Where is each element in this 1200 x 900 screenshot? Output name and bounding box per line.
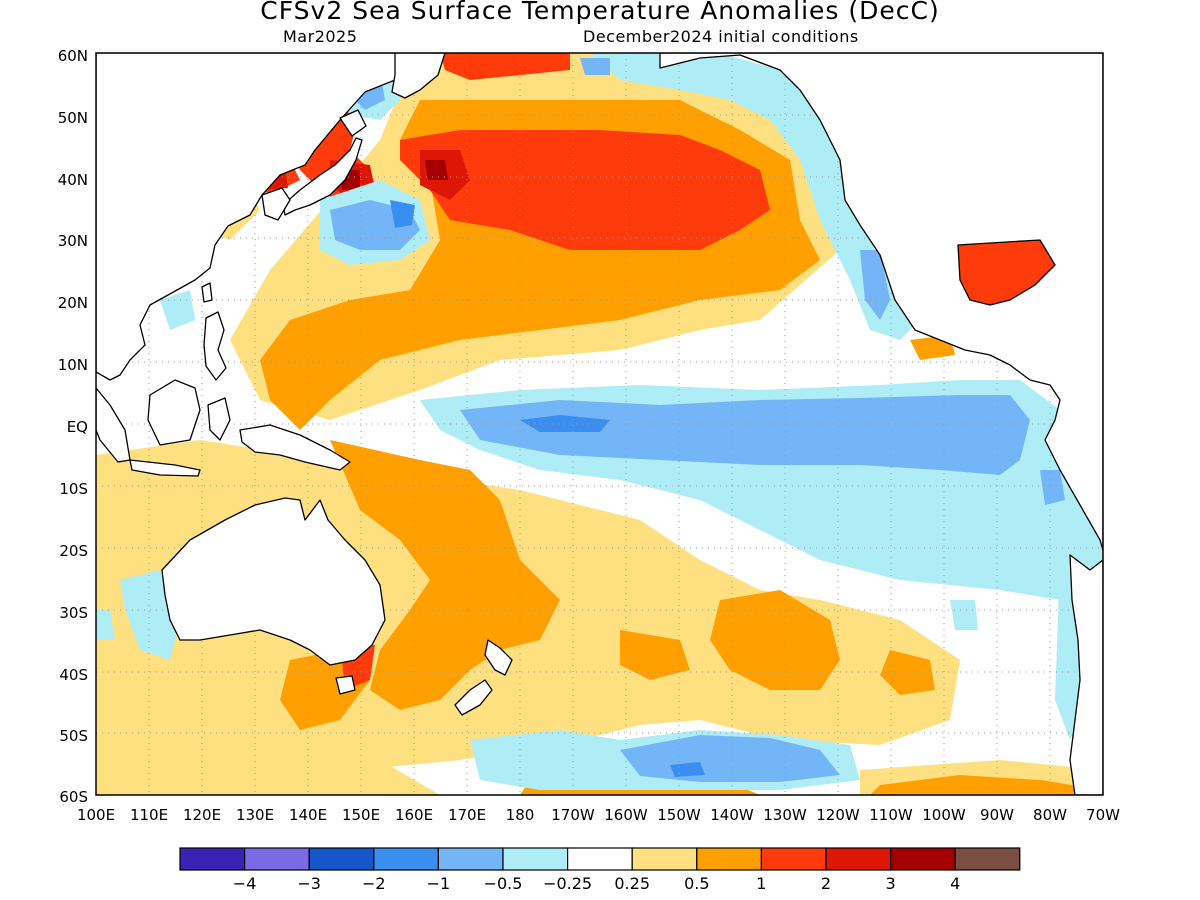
colorbar-tick-label: −1 bbox=[427, 874, 451, 893]
colorbar-swatch bbox=[760, 847, 827, 871]
lon-label: 90W bbox=[980, 806, 1014, 824]
colorbar-tick-label: 0.25 bbox=[614, 874, 650, 893]
australia bbox=[161, 497, 386, 666]
longitude-labels: 100E 110E 120E 130E 140E 150E 160E 170E … bbox=[77, 806, 1120, 824]
colorbar-tick-label: −2 bbox=[362, 874, 386, 893]
taiwan bbox=[201, 282, 213, 303]
valid-month-label: Mar2025 bbox=[283, 27, 358, 46]
lon-label: 170W bbox=[551, 806, 595, 824]
gulf-of-mexico bbox=[957, 239, 1056, 306]
lat-label: 50S bbox=[59, 727, 88, 745]
colorbar-tick-label: 4 bbox=[950, 874, 960, 893]
new-guinea bbox=[239, 424, 351, 471]
colorbar-tick-label: 3 bbox=[886, 874, 896, 893]
lon-label: 180 bbox=[506, 806, 535, 824]
lon-label: 120W bbox=[816, 806, 860, 824]
lon-label: 160E bbox=[395, 806, 433, 824]
lon-label: 170E bbox=[448, 806, 486, 824]
borneo bbox=[147, 379, 201, 446]
colorbar-swatch bbox=[825, 847, 892, 871]
java bbox=[129, 459, 201, 477]
lat-label: 10S bbox=[59, 480, 88, 498]
lon-label: 130W bbox=[763, 806, 807, 824]
colorbar bbox=[179, 847, 1021, 871]
lon-label: 140W bbox=[710, 806, 754, 824]
lat-label: 30N bbox=[58, 232, 88, 250]
lat-label: 20N bbox=[58, 294, 88, 312]
sulawesi bbox=[207, 397, 231, 441]
philippines bbox=[203, 311, 227, 381]
new-zealand-south bbox=[454, 679, 493, 716]
lat-label: 10N bbox=[58, 356, 88, 374]
colorbar-swatch bbox=[631, 847, 698, 871]
lon-label: 100W bbox=[922, 806, 966, 824]
lon-label: 120E bbox=[183, 806, 221, 824]
lon-label: 110E bbox=[130, 806, 168, 824]
lon-label: 150W bbox=[657, 806, 701, 824]
north-america bbox=[659, 53, 1103, 551]
colorbar-labels: −4 −3 −2 −1 −0.5 −0.25 0.25 0.5 1 2 3 4 bbox=[233, 874, 960, 893]
latitude-labels: 60N 50N 40N 30N 20N 10N EQ 10S 20S 30S 4… bbox=[58, 47, 88, 806]
lat-label: 60S bbox=[59, 788, 88, 806]
lon-label: 110W bbox=[869, 806, 913, 824]
colorbar-tick-label: −4 bbox=[233, 874, 257, 893]
lon-label: 100E bbox=[77, 806, 115, 824]
colorbar-tick-label: −0.25 bbox=[543, 874, 592, 893]
lat-label: 30S bbox=[59, 604, 88, 622]
korea bbox=[261, 187, 291, 221]
asia-mainland bbox=[96, 53, 411, 381]
hokkaido bbox=[339, 109, 367, 137]
colorbar-swatch bbox=[502, 847, 569, 871]
initial-conditions-label: December2024 initial conditions bbox=[583, 27, 859, 46]
colorbar-swatch bbox=[696, 847, 762, 871]
colorbar-swatch bbox=[954, 847, 1021, 871]
lat-label: 40N bbox=[58, 171, 88, 189]
tasmania bbox=[335, 675, 356, 695]
lon-label: 160W bbox=[604, 806, 648, 824]
colorbar-swatch bbox=[889, 847, 956, 871]
colorbar-swatch bbox=[566, 847, 633, 871]
lat-label: 20S bbox=[59, 542, 88, 560]
lon-label: 140E bbox=[289, 806, 327, 824]
lat-label: 40S bbox=[59, 666, 88, 684]
colorbar-tick-label: 0.5 bbox=[684, 874, 709, 893]
kamchatka bbox=[391, 53, 446, 99]
lat-label: 60N bbox=[58, 47, 88, 65]
colorbar-tick-label: −3 bbox=[297, 874, 321, 893]
lon-label: 150E bbox=[342, 806, 380, 824]
colorbar-swatch bbox=[373, 847, 439, 871]
map-frame bbox=[95, 52, 1104, 796]
coastlines bbox=[96, 53, 1103, 795]
lat-label: EQ bbox=[67, 418, 88, 436]
map-title: CFSv2 Sea Surface Temperature Anomalies … bbox=[260, 0, 940, 25]
lon-label: 130E bbox=[236, 806, 274, 824]
graticule bbox=[96, 53, 1103, 795]
colorbar-tick-label: 1 bbox=[756, 874, 766, 893]
lon-label: 70W bbox=[1086, 806, 1120, 824]
colorbar-tick-label: 2 bbox=[821, 874, 831, 893]
colorbar-tick-label: −0.5 bbox=[484, 874, 523, 893]
south-america bbox=[1069, 554, 1103, 795]
colorbar-swatch bbox=[437, 847, 504, 871]
japan bbox=[282, 137, 363, 216]
new-zealand-north bbox=[484, 639, 513, 676]
lat-label: 50N bbox=[58, 109, 88, 127]
lon-label: 80W bbox=[1033, 806, 1067, 824]
colorbar-swatch bbox=[244, 847, 310, 871]
colorbar-swatch bbox=[308, 847, 375, 871]
colorbar-swatch bbox=[179, 847, 246, 871]
